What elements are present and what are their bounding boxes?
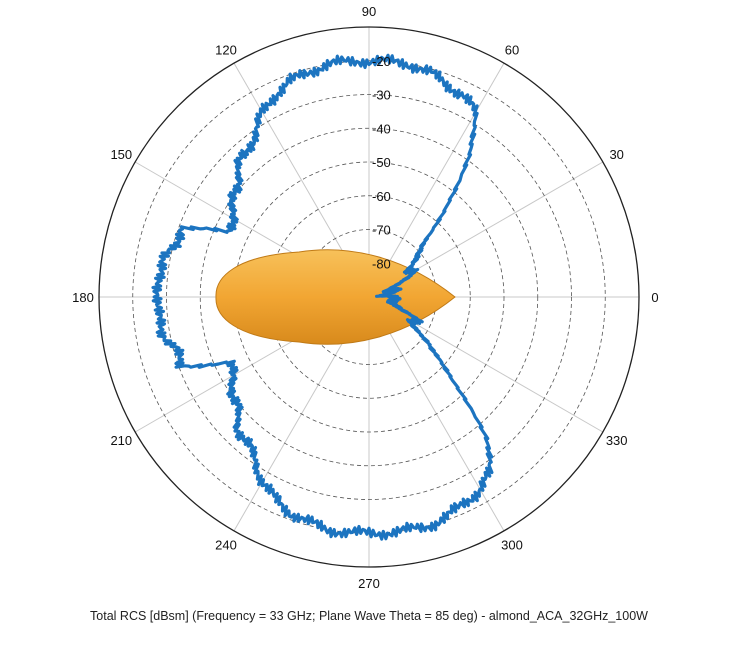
angle-tick-label-150: 150	[110, 147, 132, 162]
angle-tick-label-90: 90	[362, 4, 376, 19]
almond-target-model	[215, 249, 456, 345]
ring--30	[166, 94, 572, 500]
chart-caption: Total RCS [dBsm] (Frequency = 33 GHz; Pl…	[90, 609, 648, 623]
angle-tick-label-300: 300	[501, 538, 523, 553]
angle-tick-label-210: 210	[110, 433, 132, 448]
angle-tick-label-0: 0	[651, 290, 658, 305]
polar-labels: -80 -70 -60 -50 -40 -30 -20 0 30 60 90 120 150 180 210…	[72, 4, 658, 591]
ring--40	[199, 127, 539, 467]
outer-ring	[98, 26, 640, 568]
radial-tick-label--30: -30	[372, 88, 391, 103]
radial-tick-label--60: -60	[372, 189, 391, 204]
spoke-60	[368, 62, 505, 298]
angle-tick-label-120: 120	[215, 42, 237, 57]
radial-tick-label--50: -50	[372, 155, 391, 170]
angle-tick-label-240: 240	[215, 538, 237, 553]
radial-tick-label--70: -70	[372, 223, 391, 238]
radial-tick-label--80: -80	[372, 256, 391, 271]
radial-tick-label--40: -40	[372, 121, 391, 136]
angle-tick-label-180: 180	[72, 290, 94, 305]
angle-tick-label-270: 270	[358, 576, 380, 591]
polar-chart: -80 -70 -60 -50 -40 -30 -20 0 30 60 90 120 150 180 210…	[72, 4, 658, 591]
ring--20	[132, 60, 606, 534]
radial-tick-label--20: -20	[372, 54, 391, 69]
angle-tick-label-330: 330	[606, 433, 628, 448]
almond-body	[215, 249, 456, 345]
angle-tick-label-30: 30	[609, 147, 623, 162]
angle-tick-label-60: 60	[505, 42, 519, 57]
rcs-trace-layer	[151, 53, 494, 541]
rcs-trace-line	[151, 53, 494, 541]
